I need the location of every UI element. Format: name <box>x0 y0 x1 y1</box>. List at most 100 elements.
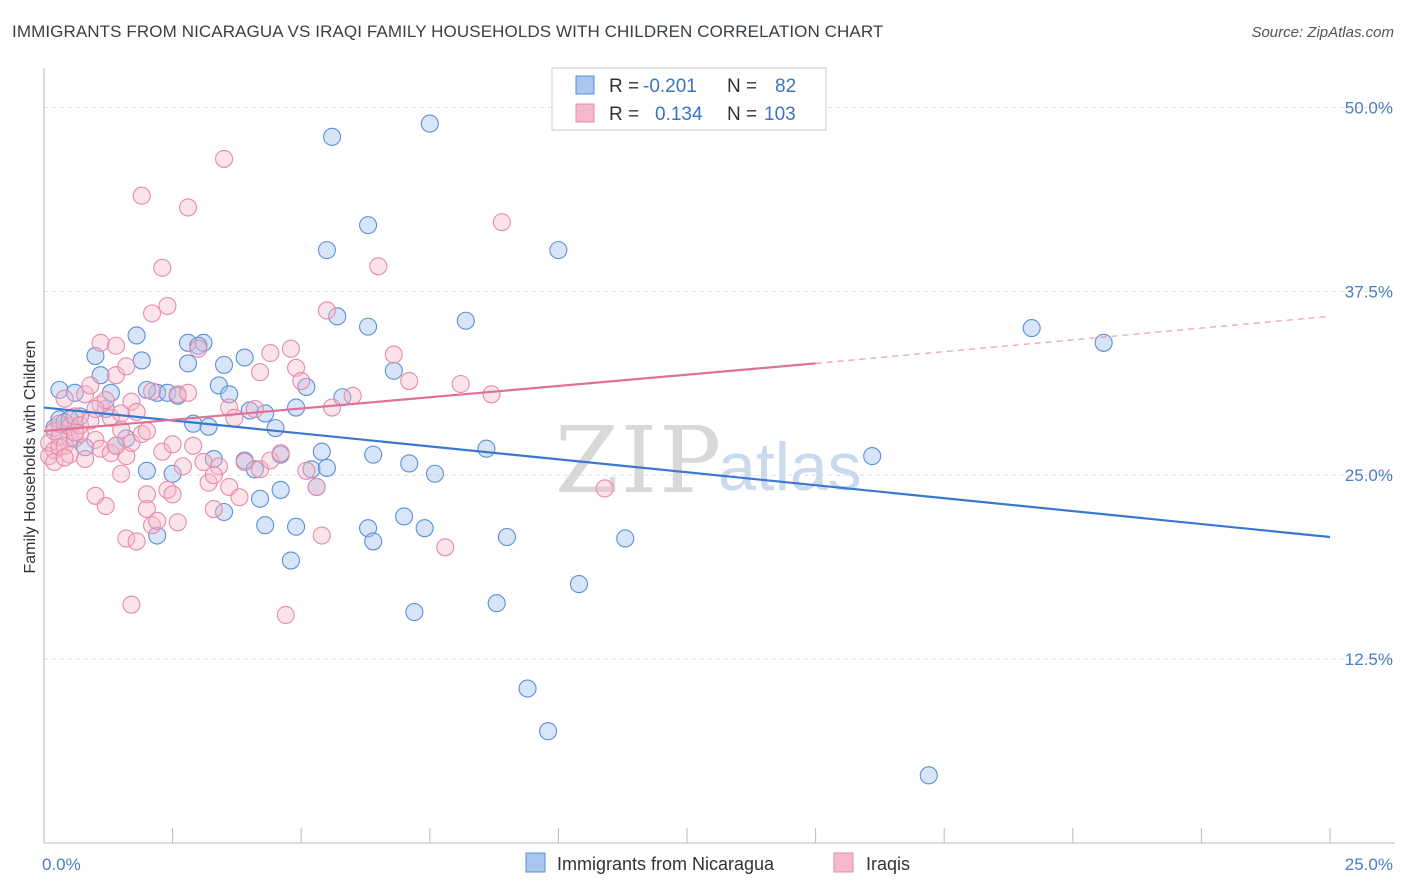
point-iraqis <box>230 488 249 507</box>
point-nicaragua <box>415 519 434 538</box>
point-nicaragua <box>569 575 589 594</box>
point-nicaragua <box>50 410 69 429</box>
trend-line-iraqis-extension <box>815 315 1331 365</box>
point-iraqis <box>132 186 151 205</box>
point-nicaragua <box>863 447 882 466</box>
point-nicaragua <box>245 460 264 479</box>
point-iraqis <box>91 439 110 458</box>
point-nicaragua <box>297 377 316 396</box>
point-nicaragua <box>549 241 568 260</box>
point-iraqis <box>45 452 64 472</box>
point-nicaragua <box>214 355 234 374</box>
point-nicaragua <box>317 241 336 260</box>
legend-n-value-1: 82 <box>775 76 796 97</box>
series-legend-swatch-iraqis <box>833 852 854 873</box>
legend-r-label-2: R = <box>609 104 639 125</box>
point-iraqis <box>482 385 501 404</box>
point-iraqis <box>189 339 208 358</box>
point-iraqis <box>261 344 280 363</box>
point-iraqis <box>137 499 156 519</box>
point-iraqis <box>153 442 172 461</box>
point-iraqis <box>184 436 203 455</box>
point-iraqis <box>117 357 136 376</box>
point-nicaragua <box>497 527 517 547</box>
point-iraqis <box>65 423 84 442</box>
point-nicaragua <box>477 439 496 458</box>
point-nicaragua <box>137 461 156 480</box>
point-iraqis <box>106 436 126 455</box>
point-iraqis <box>369 257 388 276</box>
point-nicaragua <box>323 127 342 146</box>
point-iraqis <box>76 449 95 469</box>
point-iraqis <box>137 485 156 504</box>
point-nicaragua <box>132 351 151 370</box>
point-nicaragua <box>312 442 331 461</box>
legend-r-value-2: 0.134 <box>655 104 703 125</box>
watermark-zip: ZIP <box>555 407 723 514</box>
point-nicaragua <box>359 317 378 336</box>
point-nicaragua <box>395 507 414 526</box>
legend-r-value-1: -0.201 <box>643 76 697 97</box>
point-iraqis <box>163 435 182 454</box>
watermark-atlas: atlas <box>718 429 862 505</box>
point-iraqis <box>163 485 182 504</box>
y-tick-label-1: 25.0% <box>1345 466 1393 485</box>
point-iraqis <box>307 477 326 497</box>
x-tick-label-0: 0.0% <box>42 855 81 874</box>
point-nicaragua <box>199 417 218 436</box>
point-iraqis <box>261 451 280 470</box>
point-nicaragua <box>178 354 198 373</box>
point-iraqis <box>112 464 131 483</box>
point-nicaragua <box>420 114 439 133</box>
gridlines <box>44 106 1395 660</box>
point-nicaragua <box>539 722 558 741</box>
point-iraqis <box>235 452 254 472</box>
point-nicaragua <box>364 532 383 551</box>
series-legend-swatch-nicaragua <box>525 852 546 873</box>
point-nicaragua <box>194 333 213 352</box>
point-iraqis <box>343 386 362 405</box>
point-iraqis <box>132 424 151 444</box>
point-nicaragua <box>400 454 419 473</box>
series-legend: Immigrants from Nicaragua Iraqis <box>525 852 910 874</box>
point-nicaragua <box>616 529 635 548</box>
point-iraqis <box>250 363 270 382</box>
point-iraqis <box>137 422 156 441</box>
point-nicaragua <box>256 516 275 535</box>
point-iraqis <box>220 398 239 417</box>
point-iraqis <box>271 444 290 463</box>
trend-line-iraqis <box>43 362 816 433</box>
y-tick-label-2: 37.5% <box>1345 282 1393 301</box>
watermark: ZIP atlas <box>555 407 862 514</box>
point-iraqis <box>127 532 146 551</box>
point-iraqis <box>323 398 342 417</box>
legend-n-label-1: N = <box>727 76 757 97</box>
point-iraqis <box>312 526 331 545</box>
series-iraqis-points <box>40 149 614 625</box>
point-nicaragua <box>1094 333 1113 352</box>
x-tick-labels: 0.0% 25.0% <box>42 855 1393 874</box>
point-iraqis <box>96 497 115 516</box>
point-nicaragua <box>148 526 167 545</box>
y-axis-label: Family Households with Children <box>22 341 39 574</box>
point-iraqis <box>400 372 419 391</box>
legend-swatch-iraqis <box>575 103 595 123</box>
point-iraqis <box>214 149 234 168</box>
point-iraqis <box>595 479 614 498</box>
point-nicaragua <box>487 594 506 613</box>
point-iraqis <box>178 198 198 217</box>
point-iraqis <box>122 595 141 614</box>
legend-n-label-2: N = <box>727 104 757 125</box>
point-iraqis <box>55 448 74 467</box>
point-nicaragua <box>178 333 198 352</box>
point-nicaragua <box>317 458 336 477</box>
point-iraqis <box>297 461 316 480</box>
point-nicaragua <box>359 216 378 235</box>
series-legend-label-iraqis: Iraqis <box>866 854 910 874</box>
stats-legend: R = -0.201 N = 82 R = 0.134 N = 103 <box>551 67 827 131</box>
chart-title: IMMIGRANTS FROM NICARAGUA VS IRAQI FAMIL… <box>12 22 884 41</box>
series-legend-label-nicaragua: Immigrants from Nicaragua <box>557 854 775 874</box>
point-iraqis <box>178 383 198 402</box>
x-tick-label-1: 25.0% <box>1345 855 1393 874</box>
point-iraqis <box>81 376 100 395</box>
